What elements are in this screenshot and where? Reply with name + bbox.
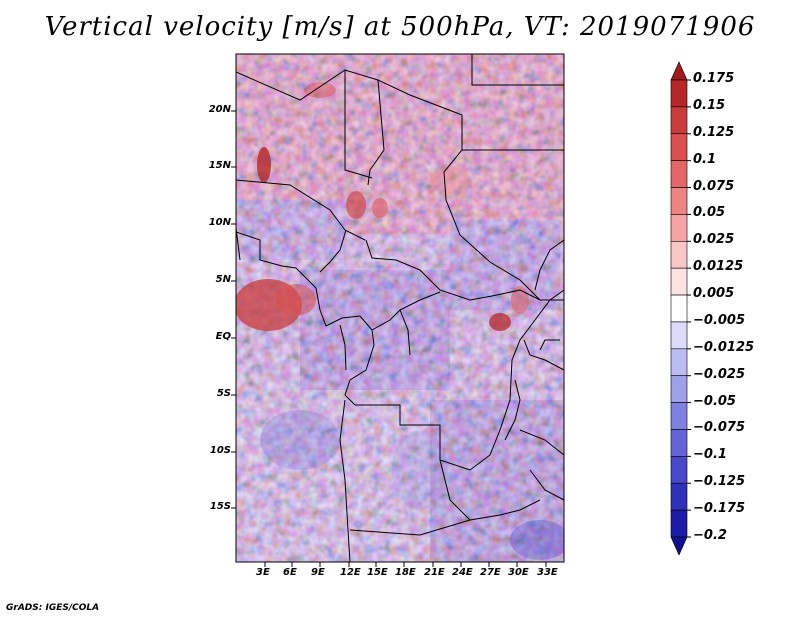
colorbar-label: 0.125 (693, 124, 735, 140)
colorbar-segment (670, 106, 688, 135)
map-title: Vertical velocity [m/s] at 500hPa, VT: 2… (44, 12, 756, 42)
lon-label: 24E (452, 567, 473, 578)
colorbar-label: 0.075 (693, 178, 735, 194)
lat-label: EQ (215, 331, 231, 342)
country-borders (236, 54, 564, 562)
lat-label: 20N (208, 104, 231, 115)
lat-label: 10N (208, 217, 231, 228)
lon-label: 21E (424, 567, 445, 578)
axis-ticks (231, 110, 547, 567)
map-frame (235, 53, 565, 563)
lon-label: 3E (256, 567, 270, 578)
colorbar-segment (670, 536, 688, 556)
colorbar-label: −0.0125 (693, 339, 755, 355)
colorbar-segment (670, 348, 688, 377)
colorbar (670, 61, 691, 556)
colorbar-segment (670, 509, 688, 538)
colorbar-label: −0.005 (693, 312, 746, 328)
colorbar-segment (670, 375, 688, 403)
lat-label: 5N (215, 274, 231, 285)
colorbar-segment (670, 61, 688, 81)
colorbar-label: 0.175 (693, 71, 735, 86)
lat-label: 10S (209, 445, 231, 456)
lon-label: 9E (311, 567, 325, 578)
colorbar-segment (670, 187, 688, 215)
colorbar-segment (670, 294, 688, 323)
colorbar-segment (670, 79, 688, 108)
colorbar-segment (670, 133, 688, 161)
lon-label: 6E (283, 567, 297, 578)
lon-label: 15E (367, 567, 388, 578)
colorbar-label: −0.1 (693, 447, 727, 463)
lon-label: 30E (508, 567, 529, 578)
lon-label: 27E (480, 567, 501, 578)
colorbar-label: −0.2 (693, 528, 727, 543)
colorbar-segment (670, 482, 688, 511)
velocity-field (236, 54, 564, 562)
colorbar-label: 0.0125 (693, 259, 744, 275)
colorbar-segment (670, 267, 688, 296)
colorbar-label: −0.025 (693, 366, 746, 382)
colorbar-segment (670, 402, 688, 430)
colorbar-label: −0.075 (693, 420, 746, 436)
lat-label: 5S (216, 388, 231, 399)
colorbar-label: 0.1 (693, 151, 717, 167)
colorbar-segment (670, 240, 688, 269)
credit-text: GrADS: IGES/COLA (6, 603, 100, 613)
colorbar-label: 0.15 (693, 97, 726, 113)
colorbar-segment (670, 456, 688, 484)
colorbar-segment (670, 321, 688, 350)
colorbar-label: −0.175 (693, 501, 746, 517)
lon-label: 33E (537, 567, 558, 578)
lon-label: 18E (395, 567, 416, 578)
lat-label: 15N (208, 160, 231, 171)
colorbar-label: 0.05 (693, 205, 726, 221)
colorbar-segment (670, 429, 688, 457)
lat-label: 15S (209, 501, 231, 512)
colorbar-label: −0.05 (693, 393, 736, 409)
colorbar-label: 0.005 (693, 286, 735, 302)
colorbar-segment (670, 214, 688, 242)
lon-label: 12E (340, 567, 361, 578)
colorbar-segment (670, 160, 688, 188)
colorbar-label: 0.025 (693, 232, 735, 248)
colorbar-label: −0.125 (693, 474, 746, 490)
